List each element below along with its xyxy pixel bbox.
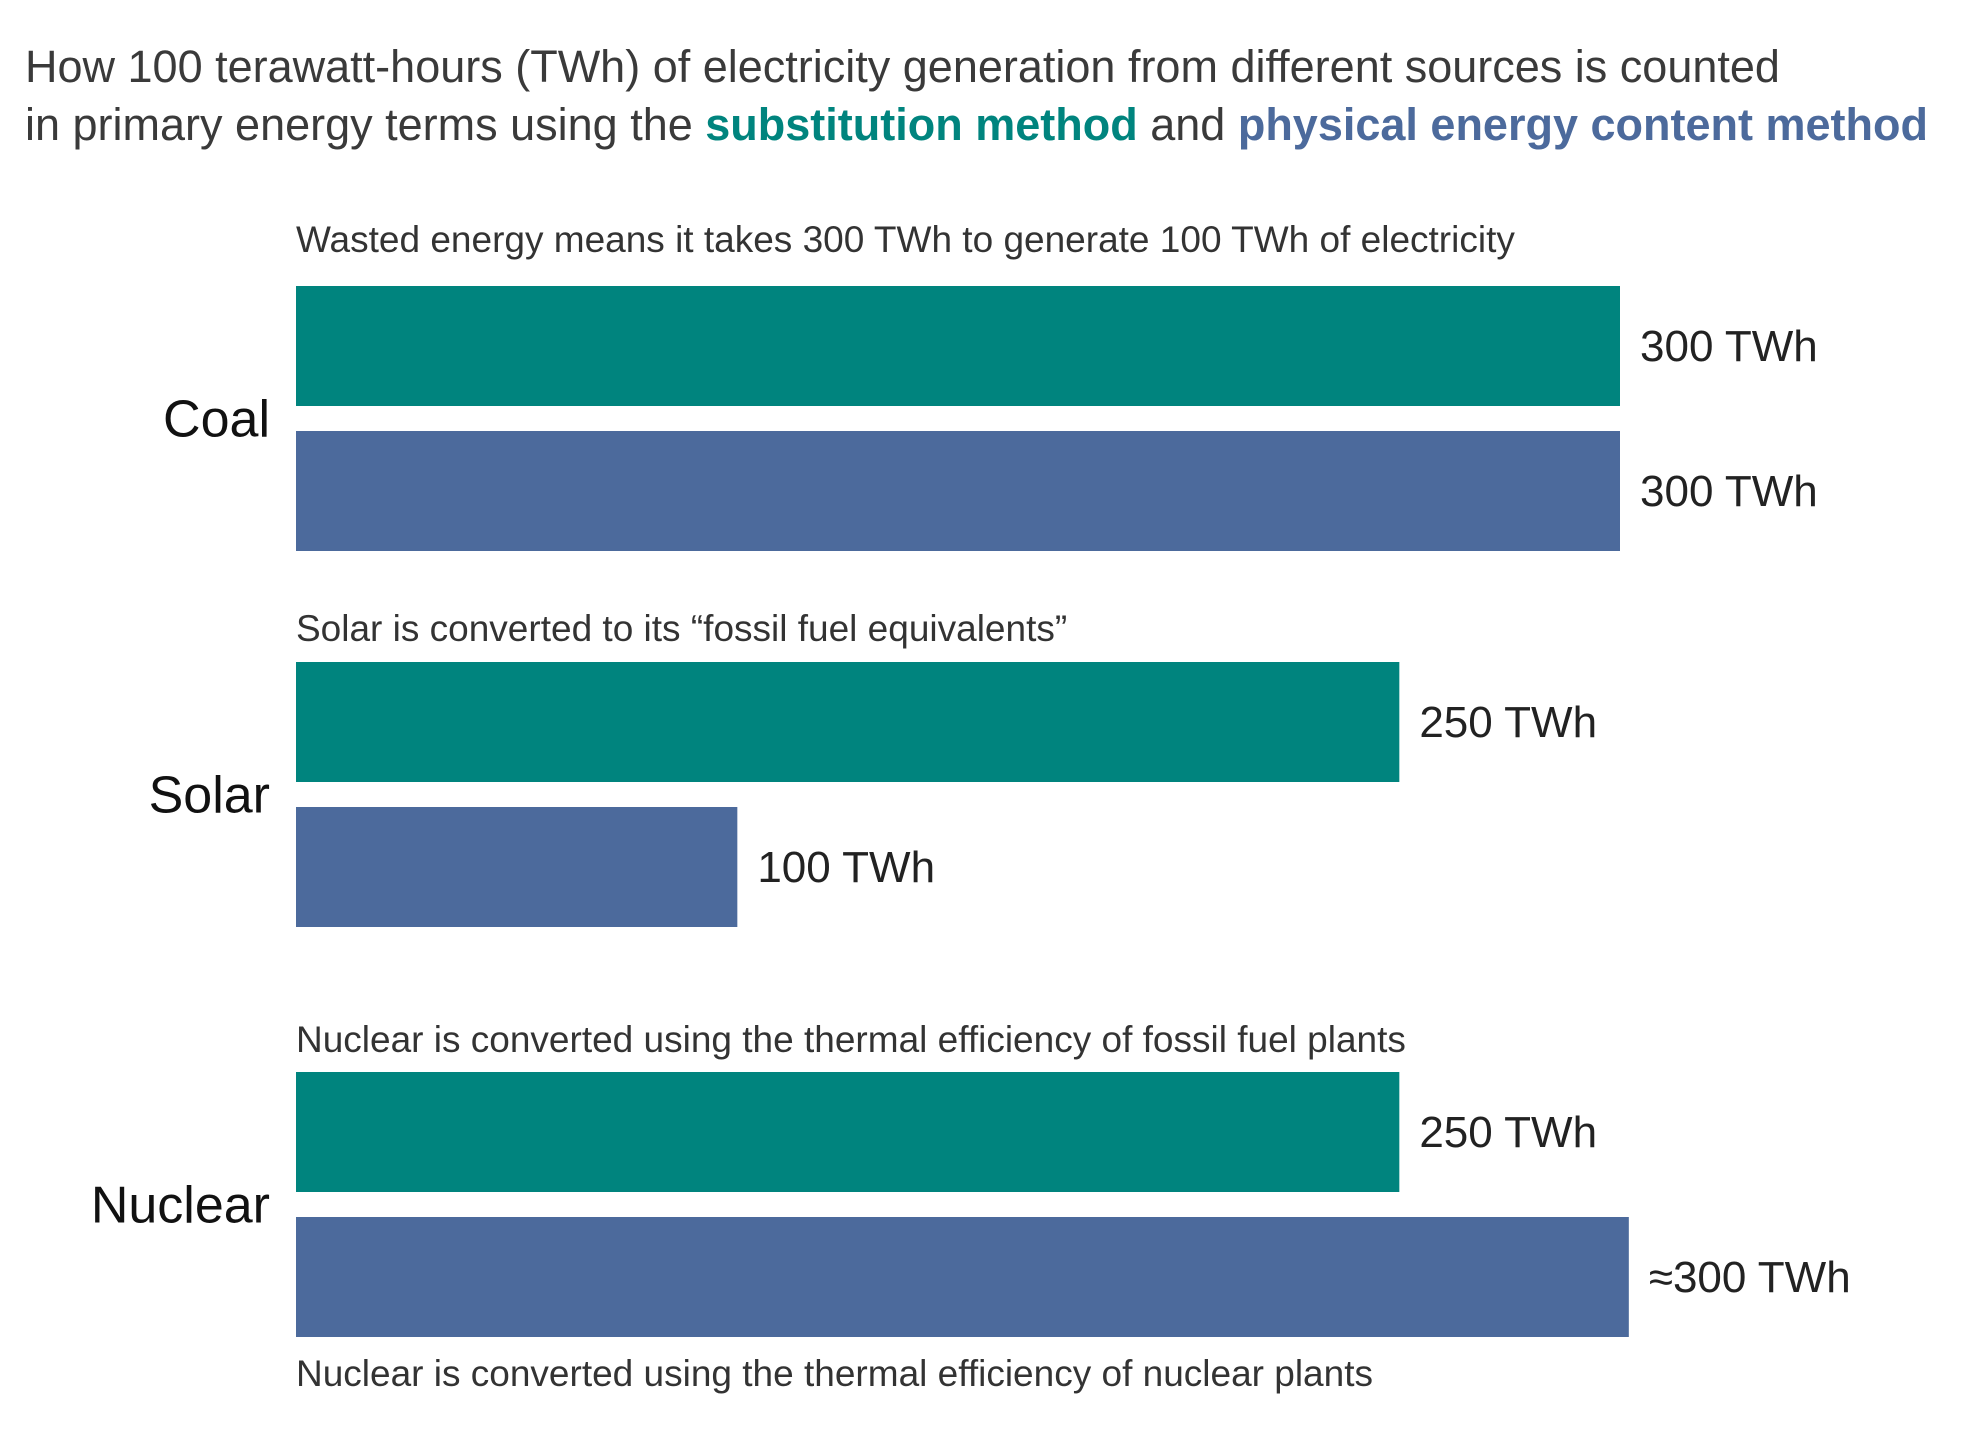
bar-coal-physical xyxy=(296,431,1620,551)
title-line-2-prefix: in primary energy terms using the xyxy=(25,99,706,150)
bar-coal-substitution xyxy=(296,286,1620,406)
data-label-coal-substitution: 300 TWh xyxy=(1640,322,1818,371)
annotation-1: Wasted energy means it takes 300 TWh to … xyxy=(296,219,1515,260)
category-label-nuclear: Nuclear xyxy=(91,1177,270,1235)
legend-physical-method: physical energy content method xyxy=(1237,99,1928,150)
chart-title: How 100 terawatt-hours (TWh) of electric… xyxy=(25,38,1975,154)
bar-nuclear-physical xyxy=(296,1217,1629,1337)
annotation-2: Solar is converted to its “fossil fuel e… xyxy=(296,608,1067,649)
title-line-2: in primary energy terms using the substi… xyxy=(25,96,1975,154)
title-line-1: How 100 terawatt-hours (TWh) of electric… xyxy=(25,41,1780,92)
data-label-solar-substitution: 250 TWh xyxy=(1419,698,1597,747)
data-label-solar-physical: 100 TWh xyxy=(757,843,935,892)
bar-solar-substitution xyxy=(296,662,1400,782)
data-label-nuclear-physical: ≈300 TWh xyxy=(1649,1253,1851,1302)
bar-nuclear-substitution xyxy=(296,1072,1400,1192)
annotation-4: Nuclear is converted using the thermal e… xyxy=(296,1353,1373,1394)
data-label-coal-physical: 300 TWh xyxy=(1640,467,1818,516)
category-label-solar: Solar xyxy=(149,767,270,825)
bar-solar-physical xyxy=(296,807,738,927)
annotation-3: Nuclear is converted using the thermal e… xyxy=(296,1019,1406,1060)
data-label-nuclear-substitution: 250 TWh xyxy=(1419,1108,1597,1157)
category-label-coal: Coal xyxy=(163,391,270,449)
legend-substitution-method: substitution method xyxy=(705,99,1138,150)
title-connector: and xyxy=(1137,99,1238,150)
